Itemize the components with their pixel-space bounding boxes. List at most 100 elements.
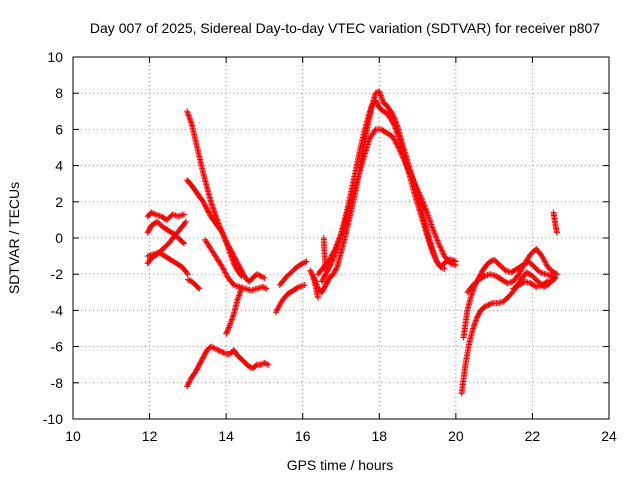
data-point bbox=[222, 236, 229, 243]
data-point bbox=[302, 259, 309, 266]
data-point bbox=[329, 257, 336, 264]
y-tick-label: 2 bbox=[55, 194, 63, 210]
data-point bbox=[272, 309, 279, 316]
data-point bbox=[518, 267, 525, 274]
series-arc-t bbox=[464, 245, 561, 296]
data-point bbox=[195, 284, 202, 291]
data-point bbox=[226, 323, 233, 330]
data-point bbox=[188, 119, 195, 126]
data-point bbox=[258, 273, 265, 280]
data-point bbox=[428, 221, 435, 228]
data-point bbox=[433, 236, 440, 243]
data-point bbox=[255, 271, 262, 278]
data-point bbox=[224, 327, 231, 334]
series-arc-i bbox=[223, 285, 245, 337]
data-point bbox=[541, 258, 548, 265]
data-point bbox=[262, 360, 269, 367]
y-tick-label: -10 bbox=[43, 411, 63, 427]
data-point bbox=[426, 217, 433, 224]
data-point bbox=[182, 218, 189, 225]
data-point bbox=[427, 220, 434, 227]
data-point bbox=[438, 247, 445, 254]
data-point bbox=[543, 261, 550, 268]
series-arc-q bbox=[320, 235, 329, 274]
data-point bbox=[257, 361, 264, 368]
data-point bbox=[422, 205, 429, 212]
data-point bbox=[216, 347, 223, 354]
data-point bbox=[437, 244, 444, 251]
data-point bbox=[294, 284, 301, 291]
data-point bbox=[418, 196, 425, 203]
data-point bbox=[219, 263, 226, 270]
data-point bbox=[185, 111, 192, 118]
data-point bbox=[273, 307, 280, 314]
data-point bbox=[480, 273, 487, 280]
data-point bbox=[430, 227, 437, 234]
data-point bbox=[219, 229, 226, 236]
data-point bbox=[427, 218, 434, 225]
data-point bbox=[220, 266, 227, 273]
data-point bbox=[207, 343, 214, 350]
plot-frame bbox=[72, 56, 610, 420]
y-tick-label: -2 bbox=[51, 266, 64, 282]
data-point bbox=[421, 202, 428, 209]
data-point bbox=[184, 108, 191, 115]
data-point bbox=[519, 264, 526, 271]
x-tick-label: 18 bbox=[371, 428, 387, 444]
data-point bbox=[520, 263, 527, 270]
data-point bbox=[299, 260, 306, 267]
data-point bbox=[417, 193, 424, 200]
chart-title: Day 007 of 2025, Sidereal Day-to-day VTE… bbox=[90, 20, 600, 36]
series-arc-l bbox=[276, 258, 310, 289]
data-point bbox=[437, 263, 444, 270]
data-point bbox=[256, 272, 263, 279]
data-point bbox=[425, 212, 432, 219]
data-point bbox=[485, 301, 492, 308]
data-point bbox=[220, 233, 227, 240]
data-point bbox=[310, 275, 317, 282]
data-point bbox=[225, 325, 232, 332]
data-point bbox=[328, 258, 335, 265]
data-point bbox=[300, 259, 307, 266]
data-point bbox=[543, 279, 550, 286]
data-point bbox=[516, 269, 523, 276]
data-point bbox=[440, 265, 447, 272]
data-point bbox=[222, 237, 229, 244]
data-point bbox=[215, 347, 222, 354]
x-tick-label: 16 bbox=[295, 428, 311, 444]
data-point bbox=[328, 260, 335, 267]
data-point bbox=[185, 380, 192, 387]
data-point bbox=[220, 265, 227, 272]
data-point bbox=[435, 240, 442, 247]
y-tick-label: -8 bbox=[51, 375, 64, 391]
data-point bbox=[181, 211, 188, 218]
data-point bbox=[261, 274, 268, 281]
data-point bbox=[275, 305, 282, 312]
data-point bbox=[237, 271, 244, 278]
data-points bbox=[144, 88, 561, 397]
data-point bbox=[224, 328, 231, 335]
data-point bbox=[553, 270, 560, 277]
data-point bbox=[432, 231, 439, 238]
data-point bbox=[429, 224, 436, 231]
data-point bbox=[423, 208, 430, 215]
data-point bbox=[225, 324, 232, 331]
data-point bbox=[308, 270, 315, 277]
data-point bbox=[222, 270, 229, 277]
data-point bbox=[221, 350, 228, 357]
data-point bbox=[151, 210, 158, 217]
data-point bbox=[246, 363, 253, 370]
data-point bbox=[487, 300, 494, 307]
y-tick-label: 6 bbox=[55, 121, 63, 137]
y-tick-label: 4 bbox=[55, 158, 63, 174]
data-point bbox=[315, 294, 322, 301]
data-point bbox=[418, 195, 425, 202]
data-point bbox=[433, 234, 440, 241]
data-point bbox=[549, 273, 556, 280]
data-point bbox=[184, 271, 191, 278]
data-point bbox=[426, 215, 433, 222]
data-point bbox=[219, 230, 226, 237]
data-point bbox=[389, 133, 396, 140]
data-point bbox=[258, 361, 265, 368]
x-tick-label: 14 bbox=[218, 428, 234, 444]
